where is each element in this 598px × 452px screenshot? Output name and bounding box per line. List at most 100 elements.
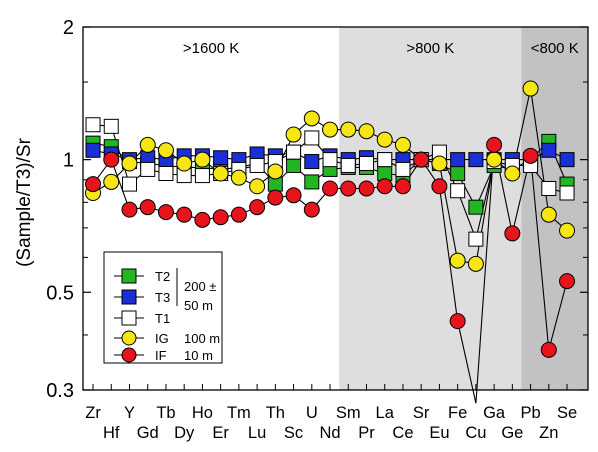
x-tick-label: Sc [284, 424, 303, 442]
data-point-T3 [450, 152, 466, 168]
data-point-T1 [85, 117, 101, 133]
data-point-IG [540, 206, 557, 223]
data-point-T3 [541, 142, 557, 158]
x-tick-label: Se [557, 404, 577, 422]
data-point-IF [431, 178, 448, 195]
data-point-IG [467, 255, 484, 272]
data-point-IG [230, 169, 247, 186]
x-tick-label: Hf [103, 424, 120, 442]
data-point-T1 [541, 180, 557, 196]
legend-label-T1: T1 [155, 311, 170, 326]
data-point-IG [303, 110, 320, 127]
x-tick-label: Ho [192, 404, 213, 422]
data-point-T1 [249, 157, 265, 173]
data-point-T1 [340, 157, 356, 173]
region-2 [339, 27, 522, 390]
data-point-IF [559, 273, 576, 290]
data-point-IF [449, 313, 466, 330]
plot-border [82, 26, 589, 391]
data-point-T1 [194, 168, 210, 184]
data-point-T1 [140, 161, 156, 177]
data-point-T2 [450, 166, 466, 182]
x-tick-label: Zn [539, 424, 558, 442]
data-point-IF [139, 199, 156, 216]
data-point-IF [358, 180, 375, 197]
data-point-IF [176, 206, 193, 223]
data-point-IG [431, 155, 448, 172]
data-point-IF [522, 147, 539, 164]
data-point-IG [194, 151, 211, 168]
series-markers [85, 80, 576, 358]
y-tick-label: 0.5 [46, 282, 74, 304]
data-point-IG [504, 165, 521, 182]
legend-marker-T2 [121, 268, 137, 284]
legend: T2 T3 T1 IG IF 200 ± 50 m 100 m 10 m [103, 251, 223, 364]
x-tick-label: Fe [448, 404, 467, 422]
data-point-IF [413, 151, 430, 168]
y-tick-label: 2 [63, 17, 74, 39]
y-tick-label: 0.3 [46, 380, 74, 402]
data-point-T1 [322, 152, 338, 168]
plot-frame [82, 26, 589, 391]
x-tick-label: Ge [501, 424, 523, 442]
region-label: >800 K [406, 40, 454, 57]
data-point-IG [449, 252, 466, 269]
y-axis-label: (Sample/T3)/Sr [14, 137, 35, 266]
data-point-IG [486, 151, 503, 168]
data-point-IG [139, 136, 156, 153]
x-tick-label: Ce [392, 424, 413, 442]
data-point-IG [340, 121, 357, 138]
data-point-IF [85, 176, 102, 193]
data-point-IG [394, 136, 411, 153]
data-point-T1 [395, 161, 411, 177]
data-point-IG [322, 121, 339, 138]
x-tick-label: La [376, 404, 395, 422]
data-point-IF [540, 341, 557, 358]
legend-if-distance: 10 m [184, 348, 213, 363]
data-point-T1 [121, 176, 137, 192]
legend-ig-distance: 100 m [184, 331, 220, 346]
data-point-IG [285, 126, 302, 143]
data-point-IF [249, 199, 266, 216]
x-tick-label: Dy [174, 424, 195, 442]
legend-label-T2: T2 [155, 269, 170, 284]
data-point-IF [504, 225, 521, 242]
data-point-T1 [450, 183, 466, 199]
data-point-T1 [468, 231, 484, 247]
data-point-IG [249, 178, 266, 195]
legend-group-label-1: 200 ± [184, 279, 216, 294]
data-point-T1 [103, 118, 119, 134]
data-point-IF [486, 136, 503, 153]
x-tick-label: Tb [156, 404, 175, 422]
data-point-T1 [158, 166, 174, 182]
data-point-T3 [468, 152, 484, 168]
x-tick-label: Lu [248, 424, 266, 442]
x-tick-label: Pb [520, 404, 540, 422]
data-point-T1 [559, 185, 575, 201]
legend-label-IG: IG [155, 331, 169, 346]
x-tick-label: Cu [465, 424, 486, 442]
x-tick-label: Sm [336, 404, 361, 422]
data-point-IF [212, 209, 229, 226]
data-point-T3 [85, 142, 101, 158]
data-point-IF [103, 151, 120, 168]
region-label: >1600 K [183, 40, 239, 57]
data-point-T2 [304, 174, 320, 190]
data-point-IG [103, 173, 120, 190]
data-point-IF [121, 201, 138, 218]
x-tick-label: Zr [85, 404, 101, 422]
data-point-IF [230, 206, 247, 223]
data-point-IF [376, 178, 393, 195]
data-point-IF [194, 211, 211, 228]
legend-label-IF: IF [155, 348, 167, 363]
region-label: <800 K [531, 40, 579, 57]
legend-label-T3: T3 [155, 290, 170, 305]
legend-marker-T1 [121, 310, 137, 326]
data-point-T2 [286, 157, 302, 173]
data-point-IF [340, 180, 357, 197]
x-tick-label: U [306, 404, 318, 422]
data-point-IG [358, 123, 375, 140]
data-point-IF [267, 189, 284, 206]
